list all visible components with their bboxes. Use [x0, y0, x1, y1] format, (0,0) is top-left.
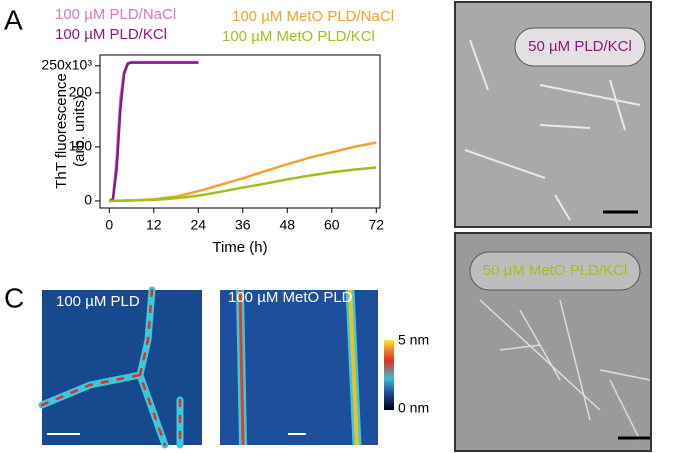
- afm-label: 100 µM PLD: [56, 293, 140, 310]
- y-tick-label: 250x10³: [41, 57, 92, 73]
- plot-frame: [99, 54, 381, 209]
- colorbar-label: 0 nm: [398, 400, 429, 416]
- x-tick-label: 60: [324, 217, 340, 233]
- afm-image: [42, 290, 202, 445]
- x-tick-label: 0: [105, 217, 113, 233]
- panel-label: A: [4, 4, 23, 35]
- afm-label: 100 µM MetO PLD: [228, 289, 353, 306]
- micrograph-label: 50 µM PLD/KCl: [528, 38, 632, 55]
- legend-entry: 100 µM PLD/NaCl: [55, 6, 176, 23]
- chart: Time (h) ThT fluorescence (arb. units): [53, 54, 381, 256]
- series-line: [109, 166, 377, 203]
- afm-fibrils: [236, 289, 362, 446]
- x-tick-label: 48: [279, 217, 295, 233]
- y-axis-label: ThT fluorescence: [53, 73, 70, 189]
- y-tick-label: 0: [84, 192, 92, 208]
- micrograph-label: 50 µM MetO PLD/KCl: [483, 262, 628, 279]
- legend-entry: 100 µM MetO PLD/NaCl: [232, 8, 394, 25]
- legend-entry: 100 µM PLD/KCl: [55, 26, 167, 43]
- label-pill: [514, 27, 646, 67]
- x-tick-label: 72: [369, 217, 385, 233]
- fibrils: [464, 39, 641, 221]
- y-axis-label: (arb. units): [71, 95, 88, 167]
- afm-fibrils: [38, 286, 184, 449]
- series-line: [108, 61, 199, 203]
- legend-entry: 100 µM MetO PLD/KCl: [222, 28, 375, 45]
- label-pill: [469, 251, 641, 291]
- x-axis-label: Time (h): [212, 239, 267, 256]
- x-tick-label: 12: [146, 217, 162, 233]
- x-tick-label: 36: [235, 217, 251, 233]
- y-tick-label: 100: [69, 138, 93, 154]
- fibrils: [479, 299, 651, 441]
- colorbar-label: 5 nm: [398, 332, 429, 348]
- colorbar: [384, 340, 394, 410]
- x-tick-label: 24: [190, 217, 206, 233]
- y-tick-label: 200: [69, 84, 93, 100]
- panel-label: C: [4, 282, 24, 313]
